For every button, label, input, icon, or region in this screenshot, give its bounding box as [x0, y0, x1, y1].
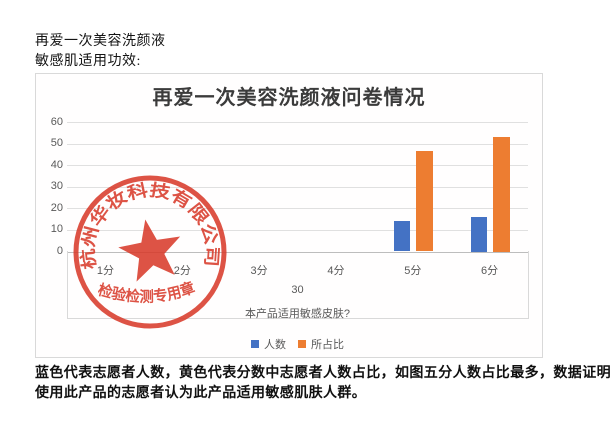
axis-area-bottom-border: [67, 318, 528, 319]
chart-title: 再爱一次美容洗颜液问卷情况: [152, 87, 426, 109]
y-tick-label: 30: [50, 180, 63, 193]
legend-label: 所占比: [311, 339, 344, 351]
conclusion-text-line1: 蓝色代表志愿者人数，黄色代表分数中志愿者人数占比，如图五分人数占比最多，数据证明: [35, 366, 611, 381]
bar-人数-6分: [470, 217, 487, 252]
legend-label: 人数: [264, 339, 286, 351]
gridline: [67, 122, 528, 123]
x-axis-line: [67, 251, 528, 253]
y-tick-label: 20: [50, 201, 63, 214]
section-heading: 敏感肌适用功效:: [35, 54, 141, 69]
gridline: [67, 165, 528, 167]
legend-item: 所占比: [298, 336, 344, 352]
chart-legend: 人数 所占比: [67, 336, 528, 352]
y-tick-label: 50: [50, 137, 63, 150]
x-tick-label: 6分: [481, 265, 499, 277]
gridline: [67, 208, 528, 210]
axis-group-label: 30: [291, 284, 304, 296]
conclusion-text-line2: 使用此产品的志愿者认为此产品适用敏感肌肤人群。: [35, 386, 367, 401]
x-tick-label: 2分: [173, 265, 191, 277]
x-tick-label: 3分: [250, 265, 268, 277]
legend-item: 人数: [251, 336, 286, 352]
y-tick-label: 40: [50, 158, 63, 171]
x-tick-label: 5分: [404, 265, 422, 277]
bar-人数-5分: [393, 221, 410, 252]
axis-area-right-border: [528, 251, 529, 319]
gridline: [67, 186, 528, 188]
bar-所占比-5分: [415, 150, 433, 252]
axis-area-left-border: [67, 251, 68, 319]
x-tick-label: 1分: [96, 265, 114, 277]
y-tick-label: 0: [56, 245, 63, 257]
survey-bar-chart[interactable]: 再爱一次美容洗颜液问卷情况 0 10 20 30 40 50 60 1分 2分 3分 4分 5分 6分…: [35, 73, 543, 358]
bar-所占比-6分: [492, 136, 510, 252]
legend-swatch: [298, 340, 306, 348]
y-tick-label: 10: [50, 223, 63, 236]
x-tick-label: 4分: [327, 265, 345, 277]
gridline: [67, 229, 528, 231]
gridline: [67, 143, 528, 145]
axis-title: 本产品适用敏感皮肤?: [244, 308, 351, 320]
product-name-heading: 再爱一次美容洗颜液: [35, 34, 166, 49]
legend-swatch: [251, 340, 259, 348]
y-tick-label: 60: [50, 115, 63, 128]
